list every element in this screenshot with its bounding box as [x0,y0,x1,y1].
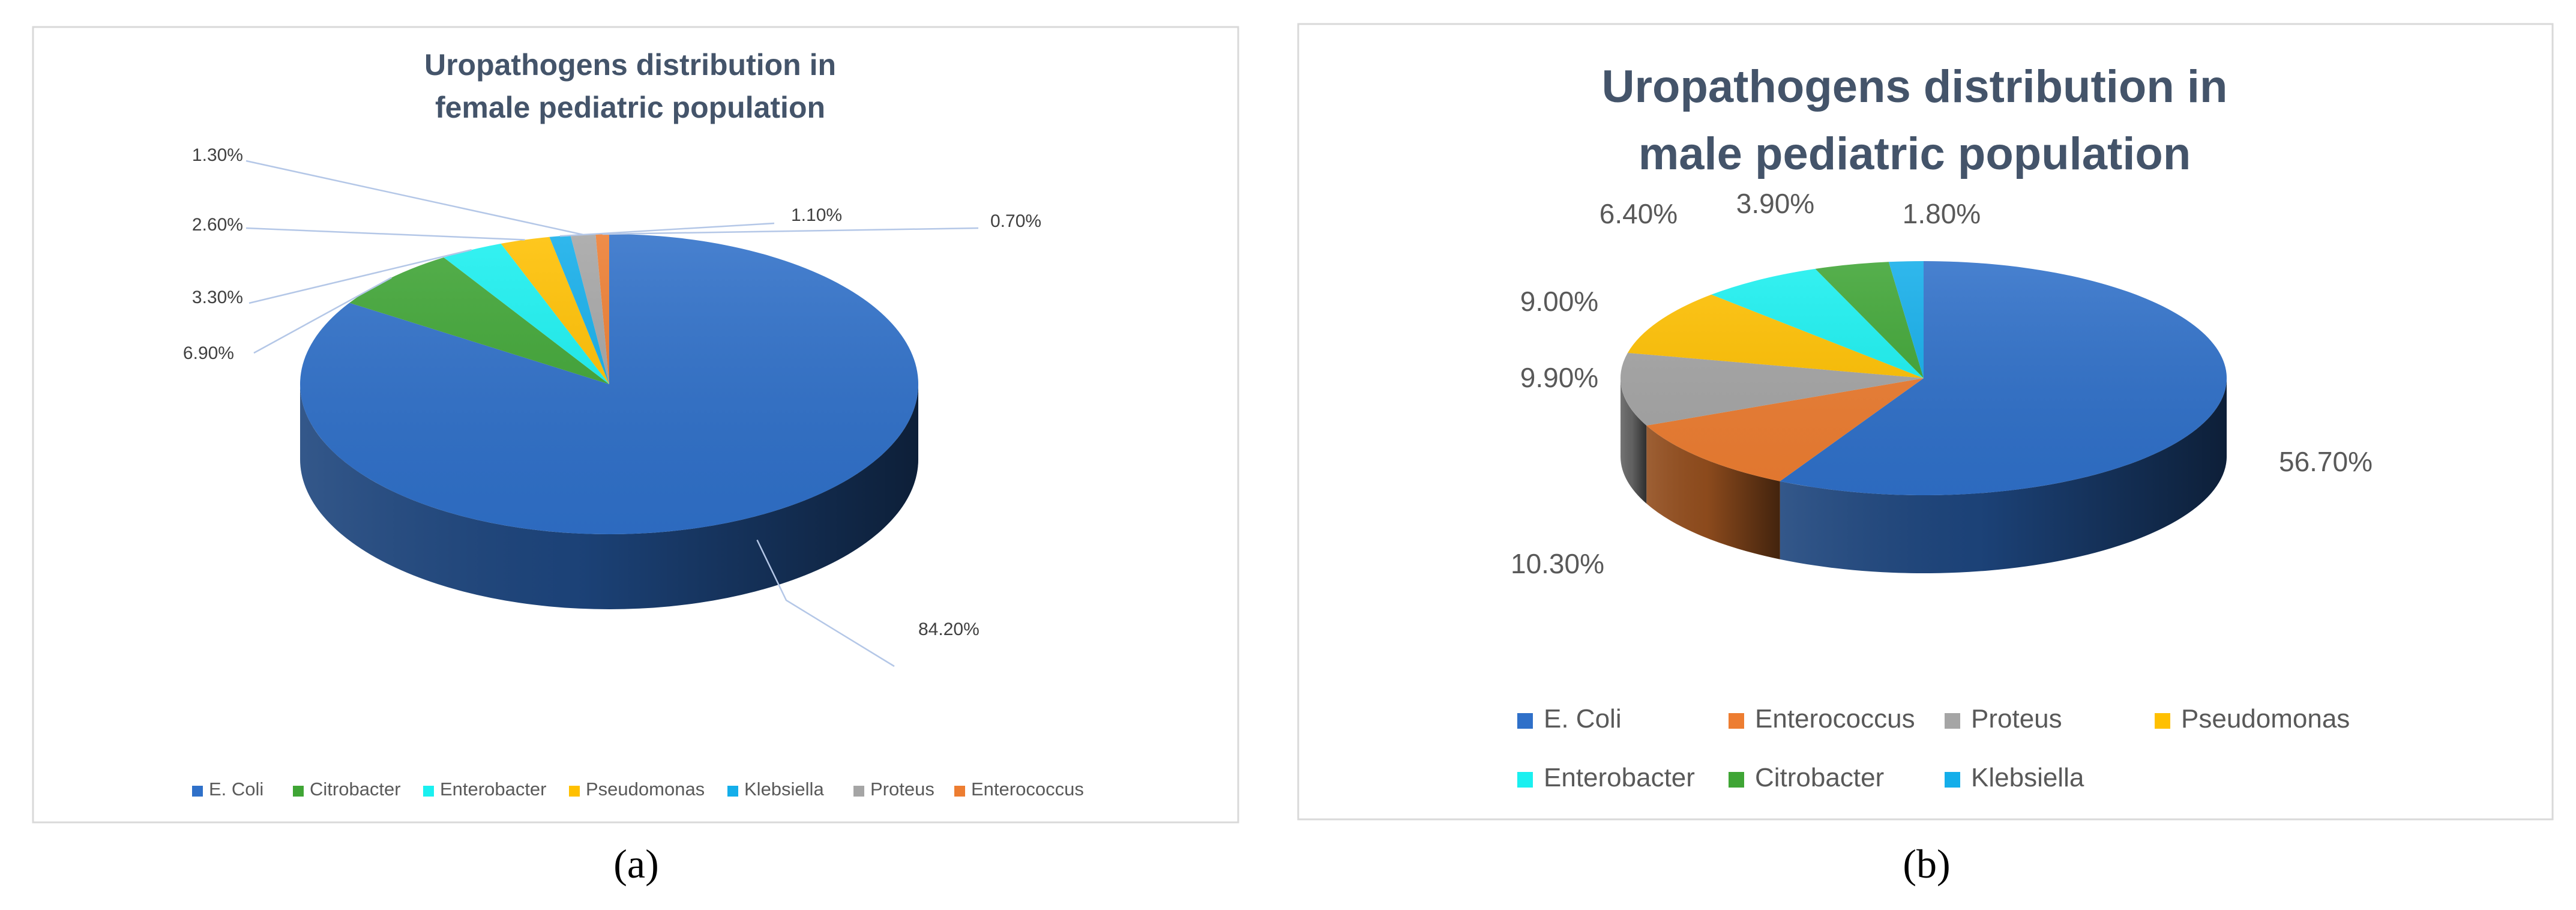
chart-b-legend-swatch-pseudomonas [2155,713,2170,729]
chart-panel-a: Uropathogens distribution in female pedi… [32,26,1239,824]
chart-a-data-label-citrobacter: 6.90% [183,343,234,363]
panel-caption-b: (b) [1903,841,1950,887]
chart-b-legend-label-e-coli: E. Coli [1544,704,1622,734]
chart-b-legend-swatch-proteus [1945,713,1960,729]
chart-a-data-label-proteus: 1.30% [192,145,243,165]
chart-a-legend-label-citrobacter: Citrobacter [310,779,401,800]
chart-a-legend-swatch-e-coli [192,786,203,797]
chart-a-legend-label-e-coli: E. Coli [209,779,263,800]
chart-b-data-label-enterococcus: 10.30% [1511,548,1604,579]
chart-b-pie [1621,261,2227,574]
chart-b-legend-label-klebsiella: Klebsiella [1971,763,2084,792]
chart-a-legend-swatch-enterococcus [954,786,965,797]
chart-a-legend-swatch-enterobacter [423,786,434,797]
chart-a-leader-line-e-coli [756,539,895,667]
chart-a-leader-line-citrobacter [253,277,392,354]
chart-a-legend-label-enterococcus: Enterococcus [971,779,1084,800]
chart-a-data-label-pseudomonas: 2.60% [192,215,243,235]
chart-b-legend-swatch-enterobacter [1517,772,1533,788]
chart-a-legend-label-enterobacter: Enterobacter [440,779,547,800]
chart-b-legend-label-citrobacter: Citrobacter [1755,763,1884,792]
chart-a-legend: E. Coli Citrobacter Enterobacter Pseudomona… [192,779,1084,800]
chart-a-pie-top-sheen [300,234,918,534]
chart-b-slice-side-shade-e-coli [1780,378,2227,574]
chart-b-legend-swatch-e-coli [1517,713,1533,729]
chart-a-leader-line-proteus [245,160,583,236]
chart-a-legend-label-pseudomonas: Pseudomonas [586,779,705,800]
chart-a-legend-label-klebsiella: Klebsiella [744,779,824,800]
chart-b-data-labels: 56.70% 10.30% 9.90% 9.00% 6.40% 3.90% 1.80% [1511,188,2373,579]
chart-a-data-label-enterobacter: 3.30% [192,288,243,307]
chart-b-data-label-e-coli: 56.70% [2279,446,2373,477]
chart-b-legend-swatch-citrobacter [1729,772,1744,788]
chart-b-legend-swatch-enterococcus [1729,713,1744,729]
chart-b-title-line-2: male pediatric population [1639,128,2191,179]
chart-a-data-label-klebsiella: 1.10% [791,205,842,225]
chart-b-legend: E. Coli Enterococcus Proteus Pseudomonas Ent… [1517,704,2350,792]
chart-a-pie [299,234,919,609]
chart-b-title-line-1: Uropathogens distribution in [1602,61,2228,112]
chart-a-title-line-1: Uropathogens distribution in [424,48,836,82]
chart-b-legend-label-enterococcus: Enterococcus [1755,704,1915,734]
chart-b-data-label-proteus: 9.90% [1520,362,1598,393]
chart-b-slice-side-shade-proteus [1621,378,1647,504]
chart-a-leader-line-enterococcus [602,227,979,235]
chart-a-legend-label-proteus: Proteus [870,779,934,800]
chart-b-slice-side-shade-enterococcus [1646,425,1780,559]
panel-caption-a: (a) [613,841,658,887]
chart-a-leader-line-klebsiella [559,222,775,237]
chart-b-data-label-pseudomonas: 9.00% [1520,286,1598,317]
chart-a-legend-swatch-klebsiella [727,786,738,797]
chart-a-legend-swatch-citrobacter [293,786,304,797]
chart-a-data-labels: 84.20% 6.90% 3.30% 2.60% 1.10% 1.30% 0.70% [183,145,1041,667]
chart-panel-b: Uropathogens distribution in male pediat… [1297,23,2554,821]
chart-b-legend-label-enterobacter: Enterobacter [1544,763,1695,792]
chart-b-legend-label-proteus: Proteus [1971,704,2062,734]
chart-b-data-label-citrobacter: 3.90% [1736,188,1814,219]
chart-a-legend-swatch-pseudomonas [569,786,580,797]
chart-b-legend-swatch-klebsiella [1945,772,1960,788]
chart-b-data-label-klebsiella: 1.80% [1903,198,1981,229]
chart-a-data-label-e-coli: 84.20% [918,619,980,639]
chart-a-leader-line-pseudomonas [245,227,525,241]
chart-a-leader-line-enterobacter [248,249,472,304]
chart-a-title-line-2: female pediatric population [435,91,825,124]
chart-a-data-label-enterococcus: 0.70% [990,211,1041,231]
chart-a-legend-swatch-proteus [853,786,864,797]
chart-b-pie-top-sheen [1621,261,2227,495]
chart-b-data-label-enterobacter: 6.40% [1599,198,1678,229]
chart-b-legend-label-pseudomonas: Pseudomonas [2181,704,2350,734]
